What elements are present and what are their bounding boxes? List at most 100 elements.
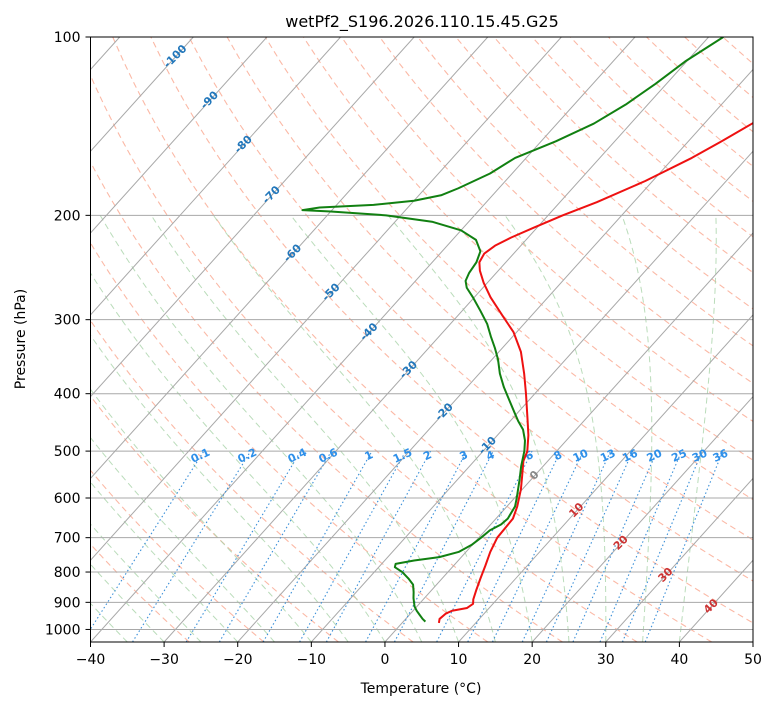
profiles bbox=[301, 37, 753, 624]
mixing-ratio-label: 1.5 bbox=[391, 446, 414, 466]
y-tick-label: 500 bbox=[54, 444, 81, 460]
moist-adiabat bbox=[290, 215, 533, 642]
mixing-ratio-label: 1 bbox=[363, 448, 375, 463]
isotherm-line bbox=[90, 37, 415, 398]
isotherm-line bbox=[679, 559, 753, 642]
isotherm-line bbox=[310, 150, 753, 642]
x-tick-label: 50 bbox=[744, 652, 762, 668]
y-axis-ticks: 100 200 300 400 500 600 700 800 900 1000 bbox=[45, 30, 91, 638]
dry-adiabat bbox=[608, 37, 753, 168]
y-tick-label: 900 bbox=[54, 595, 81, 611]
dry-adiabat bbox=[684, 37, 753, 99]
moist-adiabat bbox=[90, 602, 128, 642]
mixing-ratio-label: 36 bbox=[711, 446, 731, 464]
mixing-ratio-label: 13 bbox=[598, 447, 617, 465]
moist-adiabat bbox=[387, 215, 570, 642]
moist-adiabat bbox=[90, 334, 349, 642]
mixing-ratio-line bbox=[185, 450, 302, 642]
x-tick-label: 10 bbox=[450, 652, 468, 668]
isotherm-line bbox=[90, 37, 341, 316]
mixing-ratio-label: 20 bbox=[645, 446, 665, 464]
mixing-ratio-label: 10 bbox=[571, 446, 591, 464]
x-tick-label: −10 bbox=[297, 652, 327, 668]
dry-adiabat bbox=[90, 543, 190, 642]
moist-adiabat bbox=[213, 215, 496, 642]
mixing-ratio-label: 0.6 bbox=[317, 446, 340, 466]
isotherm-line bbox=[90, 37, 562, 561]
mixing-ratio-label: 2 bbox=[421, 448, 433, 463]
x-tick-label: 40 bbox=[670, 652, 688, 668]
mixing-ratio-line bbox=[599, 450, 683, 642]
moist-adiabat bbox=[90, 523, 202, 642]
x-axis-label: Temperature (°C) bbox=[360, 681, 482, 697]
moist-adiabat bbox=[90, 481, 239, 642]
x-tick-label: −30 bbox=[149, 652, 179, 668]
moist-adiabat bbox=[90, 436, 275, 642]
isotherm-line bbox=[163, 37, 709, 642]
mixing-ratio-label: 16 bbox=[620, 446, 640, 464]
mixing-ratio-line bbox=[90, 450, 205, 631]
dry-adiabat bbox=[90, 469, 265, 642]
isotherm-line bbox=[90, 37, 194, 153]
isotherm-line bbox=[458, 314, 753, 642]
isotherm-line bbox=[752, 641, 753, 642]
isotherm-line bbox=[90, 37, 489, 480]
y-tick-label: 100 bbox=[54, 30, 81, 46]
mixing-ratio-line bbox=[325, 450, 432, 642]
plot-frame bbox=[90, 36, 754, 643]
mixing-ratio-label: 3 bbox=[457, 448, 469, 463]
x-tick-label: 20 bbox=[523, 652, 541, 668]
mixing-ratio-label: 25 bbox=[669, 447, 688, 465]
isotherm-line bbox=[90, 37, 268, 234]
x-axis-ticks: −40 −30 −20 −10 0 10 20 30 40 50 bbox=[76, 642, 762, 668]
isotherm-line bbox=[605, 477, 753, 642]
moist-adiabat bbox=[678, 215, 717, 642]
moist-adiabat bbox=[150, 215, 460, 642]
dry-adiabat bbox=[112, 37, 713, 642]
isotherm-line bbox=[237, 68, 753, 642]
dry-adiabat bbox=[379, 37, 753, 384]
dry-adiabat bbox=[90, 319, 414, 642]
mixing-ratio-line bbox=[132, 450, 252, 642]
mixing-ratio-label: 8 bbox=[552, 448, 564, 463]
mixing-ratio-line bbox=[218, 450, 332, 642]
y-tick-label: 600 bbox=[54, 491, 81, 507]
y-tick-label: 800 bbox=[54, 565, 81, 581]
y-axis-label: Pressure (hPa) bbox=[13, 289, 29, 389]
mixing-ratio-line bbox=[467, 450, 562, 642]
dry-adiabat bbox=[90, 160, 563, 642]
mixing-ratio-line bbox=[621, 450, 703, 642]
x-tick-label: 30 bbox=[597, 652, 615, 668]
mixing-ratio-label: 30 bbox=[690, 446, 710, 464]
dry-adiabat bbox=[417, 37, 753, 347]
mixing-ratio-line bbox=[521, 450, 612, 642]
dry-adiabat bbox=[90, 395, 339, 642]
mixing-ratio-label: 0.1 bbox=[189, 446, 212, 466]
x-tick-label: −40 bbox=[76, 652, 106, 668]
dry-adiabat bbox=[761, 37, 775, 642]
temperature-profile-line bbox=[437, 121, 753, 624]
y-tick-label: 400 bbox=[54, 387, 81, 403]
moist-adiabat bbox=[90, 388, 312, 642]
x-tick-label: −20 bbox=[223, 652, 253, 668]
isotherm-line bbox=[531, 395, 753, 642]
mixing-ratio-label: 0.4 bbox=[286, 446, 309, 466]
dewpoint-profile-line bbox=[301, 37, 724, 623]
y-tick-label: 200 bbox=[54, 208, 81, 224]
mixing-ratio-line bbox=[545, 450, 634, 642]
dry-adiabat bbox=[264, 37, 753, 501]
mixing-ratio-label: 0.2 bbox=[236, 446, 259, 466]
moist-adiabat bbox=[621, 215, 653, 642]
dry-adiabat bbox=[455, 37, 753, 310]
mixing-ratio-line bbox=[572, 450, 658, 642]
mixing-ratio-line bbox=[365, 450, 468, 642]
dry-adiabat bbox=[531, 37, 753, 238]
x-tick-label: 0 bbox=[380, 652, 389, 668]
background-lines bbox=[90, 37, 775, 642]
moist-adiabat bbox=[504, 215, 607, 642]
y-tick-label: 700 bbox=[54, 531, 81, 547]
moist-adiabat bbox=[90, 272, 386, 642]
dry-adiabat bbox=[150, 37, 753, 624]
moist-adiabat bbox=[99, 215, 423, 642]
mixing-ratio-line bbox=[299, 450, 407, 642]
